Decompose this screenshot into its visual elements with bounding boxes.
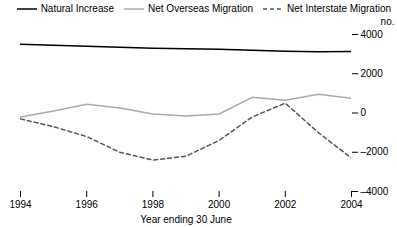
svg-text:no.: no. <box>381 16 395 27</box>
svg-text:–2000: –2000 <box>361 146 389 157</box>
svg-text:2000: 2000 <box>208 199 231 210</box>
html-text:Net Overseas Migration: Net Overseas Migration <box>148 3 254 14</box>
svg-text:1994: 1994 <box>9 199 32 210</box>
html-text:Natural Increase: Natural Increase <box>40 3 114 14</box>
html-text:Net Interstate Migration: Net Interstate Migration <box>287 3 391 14</box>
svg-text:Year ending 30 June: Year ending 30 June <box>140 214 232 225</box>
svg-text:–4000: –4000 <box>361 186 389 197</box>
svg-text:2004: 2004 <box>340 199 363 210</box>
svg-text:1998: 1998 <box>142 199 165 210</box>
svg-text:2000: 2000 <box>361 68 384 79</box>
svg-text:2002: 2002 <box>274 199 297 210</box>
svg-text:0: 0 <box>361 107 367 118</box>
svg-text:4000: 4000 <box>361 29 384 40</box>
svg-text:1996: 1996 <box>76 199 99 210</box>
